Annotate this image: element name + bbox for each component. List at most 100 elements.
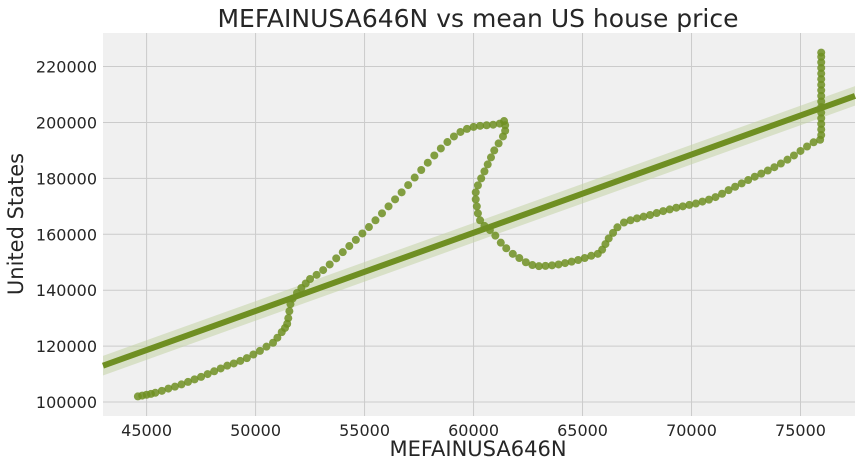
data-point bbox=[817, 125, 826, 134]
y-tick-label: 120000 bbox=[36, 337, 97, 356]
data-point bbox=[491, 231, 500, 240]
data-point bbox=[332, 254, 341, 263]
data-point bbox=[548, 261, 557, 270]
data-point bbox=[284, 314, 293, 323]
data-points bbox=[133, 48, 826, 401]
data-point bbox=[763, 166, 772, 175]
data-point bbox=[501, 121, 510, 130]
data-point bbox=[494, 139, 503, 148]
data-point bbox=[817, 86, 826, 95]
data-point bbox=[423, 158, 432, 167]
x-tick-label: 75000 bbox=[775, 421, 826, 440]
x-tick-label: 60000 bbox=[448, 421, 499, 440]
data-point bbox=[391, 195, 400, 204]
x-axis-ticks: 45000 50000 55000 60000 65000 70000 75000 bbox=[121, 421, 826, 440]
data-point bbox=[463, 124, 472, 133]
data-point bbox=[646, 210, 655, 219]
data-point bbox=[789, 151, 798, 160]
data-point bbox=[711, 193, 720, 202]
data-point bbox=[472, 202, 481, 211]
data-point bbox=[561, 259, 570, 268]
data-point bbox=[236, 356, 245, 365]
chart-title: MEFAINUSA646N vs mean US house price bbox=[217, 4, 738, 33]
data-point bbox=[351, 235, 360, 244]
x-tick-label: 70000 bbox=[666, 421, 717, 440]
data-point bbox=[817, 131, 826, 140]
data-point bbox=[249, 350, 258, 359]
data-point bbox=[574, 256, 583, 265]
x-tick-label: 50000 bbox=[230, 421, 281, 440]
data-point bbox=[417, 165, 426, 174]
data-point bbox=[306, 275, 315, 284]
data-point bbox=[273, 333, 282, 342]
y-tick-label: 160000 bbox=[36, 225, 97, 244]
data-point bbox=[496, 238, 505, 247]
data-point bbox=[473, 209, 482, 218]
data-point bbox=[604, 234, 613, 243]
data-point bbox=[358, 229, 367, 238]
data-point bbox=[170, 382, 179, 391]
data-point bbox=[796, 146, 805, 155]
data-point bbox=[410, 173, 419, 182]
x-tick-label: 55000 bbox=[339, 421, 390, 440]
data-point bbox=[817, 48, 826, 57]
data-point bbox=[490, 146, 499, 155]
y-tick-label: 200000 bbox=[36, 113, 97, 132]
data-point bbox=[613, 223, 622, 232]
data-point bbox=[430, 151, 439, 160]
data-point bbox=[757, 169, 766, 178]
data-point bbox=[242, 354, 251, 363]
data-point bbox=[639, 212, 648, 221]
data-point bbox=[449, 132, 458, 141]
data-point bbox=[817, 69, 826, 78]
data-point bbox=[528, 261, 537, 270]
data-point bbox=[404, 181, 413, 190]
data-point bbox=[541, 261, 550, 270]
data-point bbox=[750, 172, 759, 181]
y-axis-ticks: 100000 120000 140000 160000 180000 200000 2200… bbox=[36, 58, 97, 412]
data-point bbox=[473, 181, 482, 190]
data-point bbox=[809, 138, 818, 147]
data-point bbox=[482, 121, 491, 130]
data-point bbox=[718, 189, 727, 198]
x-tick-label: 65000 bbox=[557, 421, 608, 440]
data-point bbox=[498, 132, 507, 141]
data-point bbox=[345, 242, 354, 251]
data-point bbox=[443, 138, 452, 147]
data-point bbox=[378, 209, 387, 218]
x-tick-label: 45000 bbox=[121, 421, 172, 440]
y-tick-label: 180000 bbox=[36, 169, 97, 188]
data-point bbox=[567, 257, 576, 266]
data-point bbox=[652, 209, 661, 218]
data-point bbox=[285, 307, 294, 316]
data-point bbox=[486, 153, 495, 162]
data-point bbox=[471, 188, 480, 197]
data-point bbox=[489, 120, 498, 129]
data-point bbox=[724, 186, 733, 195]
data-point bbox=[364, 223, 373, 232]
data-point bbox=[319, 266, 328, 275]
data-point bbox=[338, 248, 347, 257]
data-point bbox=[255, 346, 264, 355]
data-point bbox=[515, 254, 524, 263]
data-point bbox=[731, 182, 740, 191]
data-point bbox=[817, 58, 826, 67]
x-axis-label: MEFAINUSA646N bbox=[389, 437, 566, 461]
data-point bbox=[698, 197, 707, 206]
data-point bbox=[817, 114, 826, 123]
data-point bbox=[177, 380, 186, 389]
data-point bbox=[665, 205, 674, 214]
data-point bbox=[609, 228, 618, 237]
data-point bbox=[469, 122, 478, 131]
data-point bbox=[164, 384, 173, 393]
data-point bbox=[312, 270, 321, 279]
y-tick-label: 220000 bbox=[36, 58, 97, 77]
data-point bbox=[371, 216, 380, 225]
data-point bbox=[626, 216, 635, 225]
data-point bbox=[633, 214, 642, 223]
data-point bbox=[436, 144, 445, 153]
data-point bbox=[619, 218, 628, 227]
data-point bbox=[704, 195, 713, 204]
data-point bbox=[262, 342, 271, 351]
data-point bbox=[190, 375, 199, 384]
